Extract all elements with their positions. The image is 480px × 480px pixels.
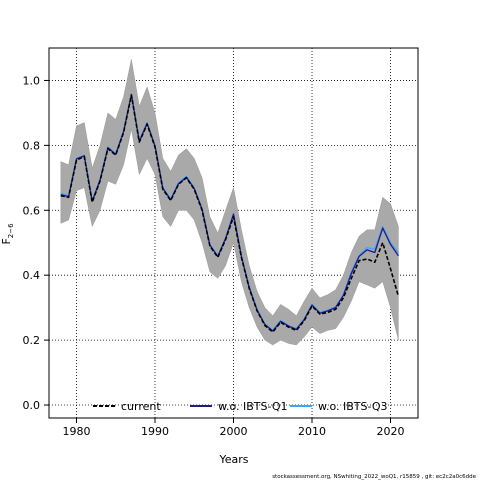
x-tick-label: 2010 [298,425,326,438]
series-line-0 [60,94,400,333]
y-axis-title-base: F [0,238,13,244]
x-tick-label: 2000 [220,425,248,438]
series-lines [60,93,400,333]
y-tick-label: 0.2 [23,334,41,347]
footer-text: stockassessment.org, NSwhiting_2022_woQ1… [272,474,476,480]
y-tick-label: 1.0 [23,74,41,87]
x-tick-label: 1980 [62,425,90,438]
y-tick-label: 0.8 [23,139,41,152]
legend-label: current [121,400,161,413]
y-axis-title-subscript: 2−6 [7,223,15,238]
legend-label: w.o. IBTS-Q3 [318,400,388,413]
legend-label: w.o. IBTS-Q1 [218,400,288,413]
y-axis: 0.0 0.2 0.4 0.6 0.8 1.0 [23,74,49,412]
x-tick-label: 2020 [377,425,405,438]
confidence-band [60,59,399,346]
x-axis-title: Years [218,453,248,466]
y-axis-title: F2−6 [0,223,15,245]
x-tick-label: 1990 [141,425,169,438]
y-tick-label: 0.6 [23,204,41,217]
y-tick-label: 0.0 [23,399,41,412]
x-axis: 1980 1990 2000 2010 2020 [62,418,405,438]
confidence-band-area [60,59,399,346]
legend: current w.o. IBTS-Q1 w.o. IBTS-Q3 [93,400,388,413]
y-tick-label: 0.4 [23,269,41,282]
